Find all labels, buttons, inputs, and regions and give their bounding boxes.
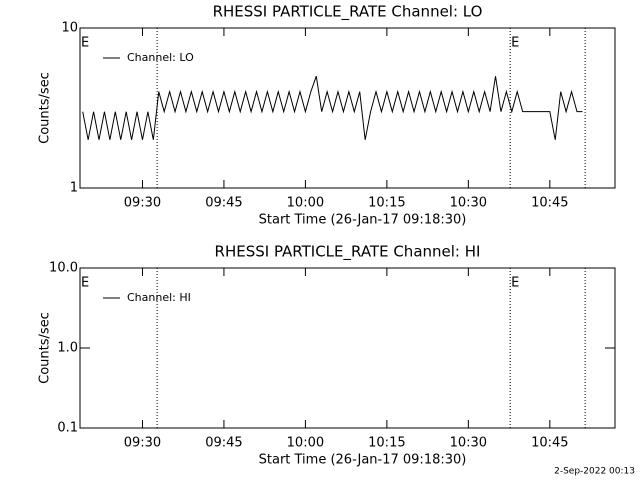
annotation: E <box>81 276 89 291</box>
chart-title: RHESSI PARTICLE_RATE Channel: LO <box>213 3 483 22</box>
y-tick-label: 0.1 <box>57 421 78 436</box>
y-tick-label: 10.0 <box>49 261 78 276</box>
x-axis-title: Start Time (26-Jan-17 09:18:30) <box>259 453 467 468</box>
y-tick-label: 10 <box>61 21 78 36</box>
y-tick-label: 1.0 <box>57 341 78 356</box>
x-axis-title: Start Time (26-Jan-17 09:18:30) <box>259 213 467 228</box>
x-tick-label: 10:15 <box>368 196 405 211</box>
x-tick-label: 09:30 <box>124 436 161 451</box>
plot-frame <box>79 27 616 189</box>
legend-label: Channel: LO <box>127 51 194 64</box>
x-tick-label: 09:45 <box>205 196 242 211</box>
data-line <box>82 75 583 140</box>
chart-title: RHESSI PARTICLE_RATE Channel: HI <box>215 243 481 262</box>
timestamp: 2-Sep-2022 00:13 <box>554 467 635 477</box>
x-tick-label: 10:45 <box>531 196 568 211</box>
x-tick-label: 10:45 <box>531 436 568 451</box>
x-tick-label: 09:45 <box>205 436 242 451</box>
x-tick-label: 10:15 <box>368 436 405 451</box>
y-axis-title: Counts/sec <box>38 72 53 144</box>
x-tick-label: 10:00 <box>287 436 324 451</box>
x-tick-label: 10:30 <box>450 196 487 211</box>
x-tick-label: 10:30 <box>450 436 487 451</box>
annotation: E <box>81 36 89 51</box>
annotation: E <box>511 36 519 51</box>
legend-label: Channel: HI <box>127 291 191 304</box>
x-tick-label: 09:30 <box>124 196 161 211</box>
y-tick-label: 1 <box>70 181 78 196</box>
y-axis-title: Counts/sec <box>38 312 53 384</box>
x-tick-label: 10:00 <box>287 196 324 211</box>
annotation: E <box>511 276 519 291</box>
